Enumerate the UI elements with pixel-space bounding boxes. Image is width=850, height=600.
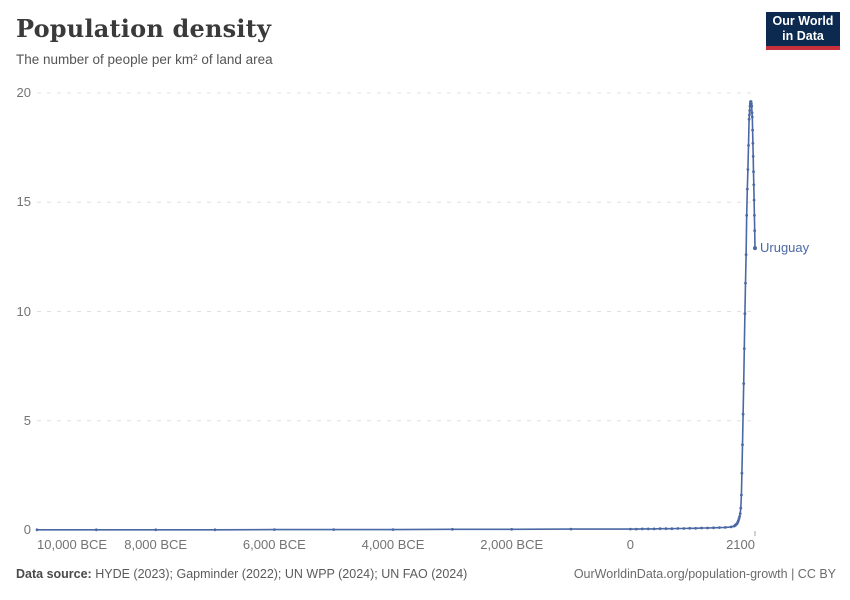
y-tick-label: 15	[16, 194, 31, 210]
x-tick-label: 10,000 BCE	[37, 537, 108, 552]
data-point-marker	[634, 527, 638, 531]
data-point-marker	[747, 117, 751, 121]
data-point-marker	[748, 109, 752, 112]
data-source-text: HYDE (2023); Gapminder (2022); UN WPP (2…	[91, 567, 468, 581]
data-point-marker	[694, 526, 698, 530]
owid-logo-line2: in Data	[782, 29, 824, 43]
data-point-marker	[712, 526, 715, 530]
data-point-marker	[670, 527, 674, 531]
data-point-marker	[664, 527, 668, 531]
data-point-marker	[741, 443, 744, 447]
y-tick-label: 10	[16, 303, 31, 319]
data-point-marker	[700, 526, 703, 530]
data-point-marker	[742, 347, 746, 350]
data-point-marker	[738, 512, 742, 515]
data-point-marker	[213, 528, 217, 532]
data-point-marker	[273, 528, 276, 531]
owid-logo[interactable]: Our World in Data	[766, 12, 840, 50]
data-point-marker	[723, 526, 727, 529]
series-label-uruguay[interactable]: Uruguay	[760, 240, 810, 256]
data-point-marker	[706, 526, 709, 530]
data-point-marker	[332, 528, 336, 531]
data-point-marker	[743, 312, 747, 316]
data-point-marker	[738, 515, 741, 518]
data-point-marker	[35, 528, 39, 532]
data-point-marker	[718, 526, 721, 529]
data-point-marker	[750, 104, 754, 108]
data-point-marker	[510, 527, 514, 531]
data-point-marker	[752, 170, 755, 174]
data-point-marker	[747, 144, 750, 147]
data-point-marker	[729, 525, 733, 529]
data-point-marker	[646, 527, 650, 531]
data-point-marker	[745, 187, 749, 191]
data-point-marker	[737, 517, 741, 520]
data-point-marker	[391, 528, 395, 531]
y-tick-label: 5	[23, 412, 31, 428]
data-point-marker	[752, 183, 756, 187]
data-point-marker	[569, 527, 573, 531]
data-source-label: Data source:	[16, 567, 92, 581]
data-point-marker	[688, 526, 692, 530]
data-point-marker	[748, 113, 751, 117]
data-point-marker	[682, 527, 686, 530]
data-point-marker	[751, 155, 755, 158]
x-tick-label: 2100	[726, 537, 755, 552]
series-end-marker	[753, 246, 757, 251]
data-point-marker	[154, 528, 158, 532]
x-tick-label: 2,000 BCE	[480, 537, 544, 552]
data-point-marker	[741, 412, 745, 416]
owid-logo-line1: Our World	[772, 14, 834, 28]
chart-footer: Data source: HYDE (2023); Gapminder (202…	[16, 567, 836, 581]
data-point-marker	[739, 506, 743, 510]
x-tick-label: 6,000 BCE	[242, 537, 306, 552]
series-line-uruguay[interactable]	[37, 100, 756, 531]
data-point-marker	[751, 128, 754, 132]
data-point-marker	[740, 471, 744, 475]
chart-subtitle: The number of people per km² of land are…	[16, 52, 273, 67]
data-point-marker	[753, 229, 757, 233]
data-point-marker	[750, 102, 753, 106]
data-point-marker	[750, 111, 754, 115]
data-point-marker	[744, 253, 748, 257]
data-point-marker	[750, 115, 754, 119]
data-point-marker	[451, 527, 454, 531]
x-tick-label: 8,000 BCE	[124, 537, 188, 552]
data-point-marker	[676, 527, 680, 530]
data-point-marker	[742, 382, 746, 385]
chart-title: Population density	[16, 14, 272, 43]
data-point-marker	[629, 527, 632, 531]
data-point-marker	[753, 214, 756, 217]
data-point-marker	[94, 528, 98, 532]
y-tick-label: 0	[23, 522, 31, 537]
data-point-marker	[751, 141, 755, 145]
x-tick-label: 0	[626, 537, 634, 552]
data-point-marker	[652, 527, 656, 531]
credit-url[interactable]: OurWorldinData.org/population-growth | C…	[573, 567, 836, 581]
data-point-marker	[746, 168, 750, 171]
data-point-marker	[749, 100, 753, 104]
data-point-marker	[744, 281, 747, 285]
data-point-marker	[640, 527, 644, 531]
data-point-marker	[740, 493, 743, 497]
data-point-marker	[658, 527, 662, 531]
x-tick-label: 4,000 BCE	[361, 537, 425, 552]
y-tick-label: 20	[16, 85, 31, 100]
data-source-note: Data source: HYDE (2023); Gapminder (202…	[16, 567, 467, 581]
data-point-marker	[745, 214, 749, 217]
data-point-marker	[752, 198, 756, 202]
